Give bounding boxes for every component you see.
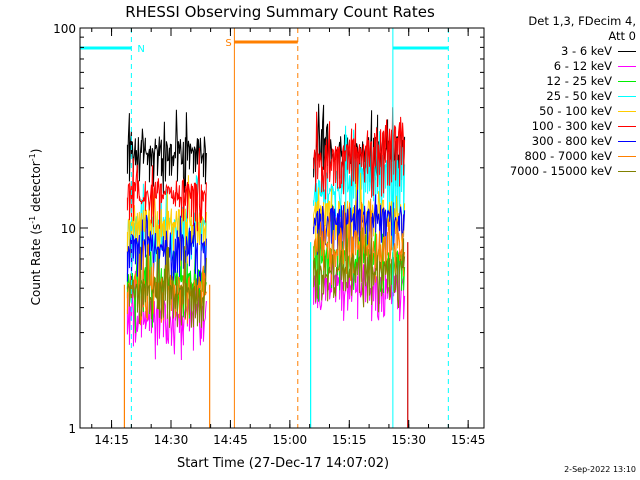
legend-item: 50 - 100 keV <box>510 104 636 119</box>
series-trace-4-seg-0 <box>126 175 207 267</box>
legend-swatch <box>618 171 636 172</box>
legend-header-line2: Att 0 <box>608 29 636 43</box>
series-trace-6-seg-1 <box>313 189 406 256</box>
legend-item: 800 - 7000 keV <box>510 149 636 164</box>
legend-item: 100 - 300 keV <box>510 119 636 134</box>
x-axis-label: Start Time (27-Dec-17 14:07:02) <box>177 456 389 471</box>
y-axis-label: Count Rate (s-1 detector-1) <box>28 149 43 306</box>
legend-label: 300 - 800 keV <box>531 134 612 148</box>
legend-item: 300 - 800 keV <box>510 134 636 149</box>
series-trace-7-seg-1 <box>313 198 406 286</box>
chart-title: RHESSI Observing Summary Count Rates <box>125 3 435 21</box>
legend-swatch <box>618 66 636 67</box>
y-tick-label-1: 10 <box>61 222 76 236</box>
x-tick-label-2: 14:45 <box>213 433 248 447</box>
series-trace-8-seg-0 <box>126 244 207 328</box>
legend-swatch <box>618 126 636 127</box>
legend-label: 7000 - 15000 keV <box>509 164 612 178</box>
legend-item: 12 - 25 keV <box>510 74 636 89</box>
legend-label: 50 - 100 keV <box>539 104 612 118</box>
legend-label: 800 - 7000 keV <box>524 149 612 163</box>
legend-item: 3 - 6 keV <box>510 44 636 59</box>
series-trace-0-seg-0 <box>126 109 207 194</box>
x-tick-label-5: 15:30 <box>391 433 426 447</box>
legend-swatch <box>618 111 636 112</box>
legend-label: 12 - 25 keV <box>546 74 612 88</box>
legend-header-line1: Det 1,3, FDecim 4, <box>528 14 636 28</box>
legend-item: 7000 - 15000 keV <box>510 164 636 179</box>
x-tick-label-4: 15:15 <box>332 433 367 447</box>
x-tick-label-3: 15:00 <box>273 433 308 447</box>
x-tick-label-1: 14:30 <box>154 433 189 447</box>
annotation-label-1: S <box>225 38 231 49</box>
footer-timestamp: 2-Sep-2022 13:10 <box>564 465 636 474</box>
legend-label: 6 - 12 keV <box>553 59 612 73</box>
legend: Det 1,3, FDecim 4, Att 0 3 - 6 keV 6 - 12… <box>510 14 636 179</box>
series-trace-8-seg-1 <box>313 224 406 313</box>
x-tick-label-0: 14:15 <box>94 433 129 447</box>
legend-label: 3 - 6 keV <box>561 44 612 58</box>
y-tick-label-2: 100 <box>53 22 76 36</box>
legend-item: 6 - 12 keV <box>510 59 636 74</box>
legend-swatch <box>618 141 636 142</box>
series-trace-3-seg-1 <box>313 125 406 226</box>
x-tick-label-6: 15:45 <box>451 433 486 447</box>
legend-label: 25 - 50 keV <box>546 89 612 103</box>
annotation-label-0: N <box>137 44 144 55</box>
legend-item: 25 - 50 keV <box>510 89 636 104</box>
legend-swatch <box>618 156 636 157</box>
series-trace-5-seg-0 <box>126 147 207 232</box>
series-trace-5-seg-1 <box>313 107 406 200</box>
legend-label: 100 - 300 keV <box>531 119 612 133</box>
y-tick-label-0: 1 <box>68 422 76 436</box>
legend-swatch <box>618 81 636 82</box>
legend-swatch <box>618 96 636 97</box>
legend-swatch <box>618 51 636 52</box>
